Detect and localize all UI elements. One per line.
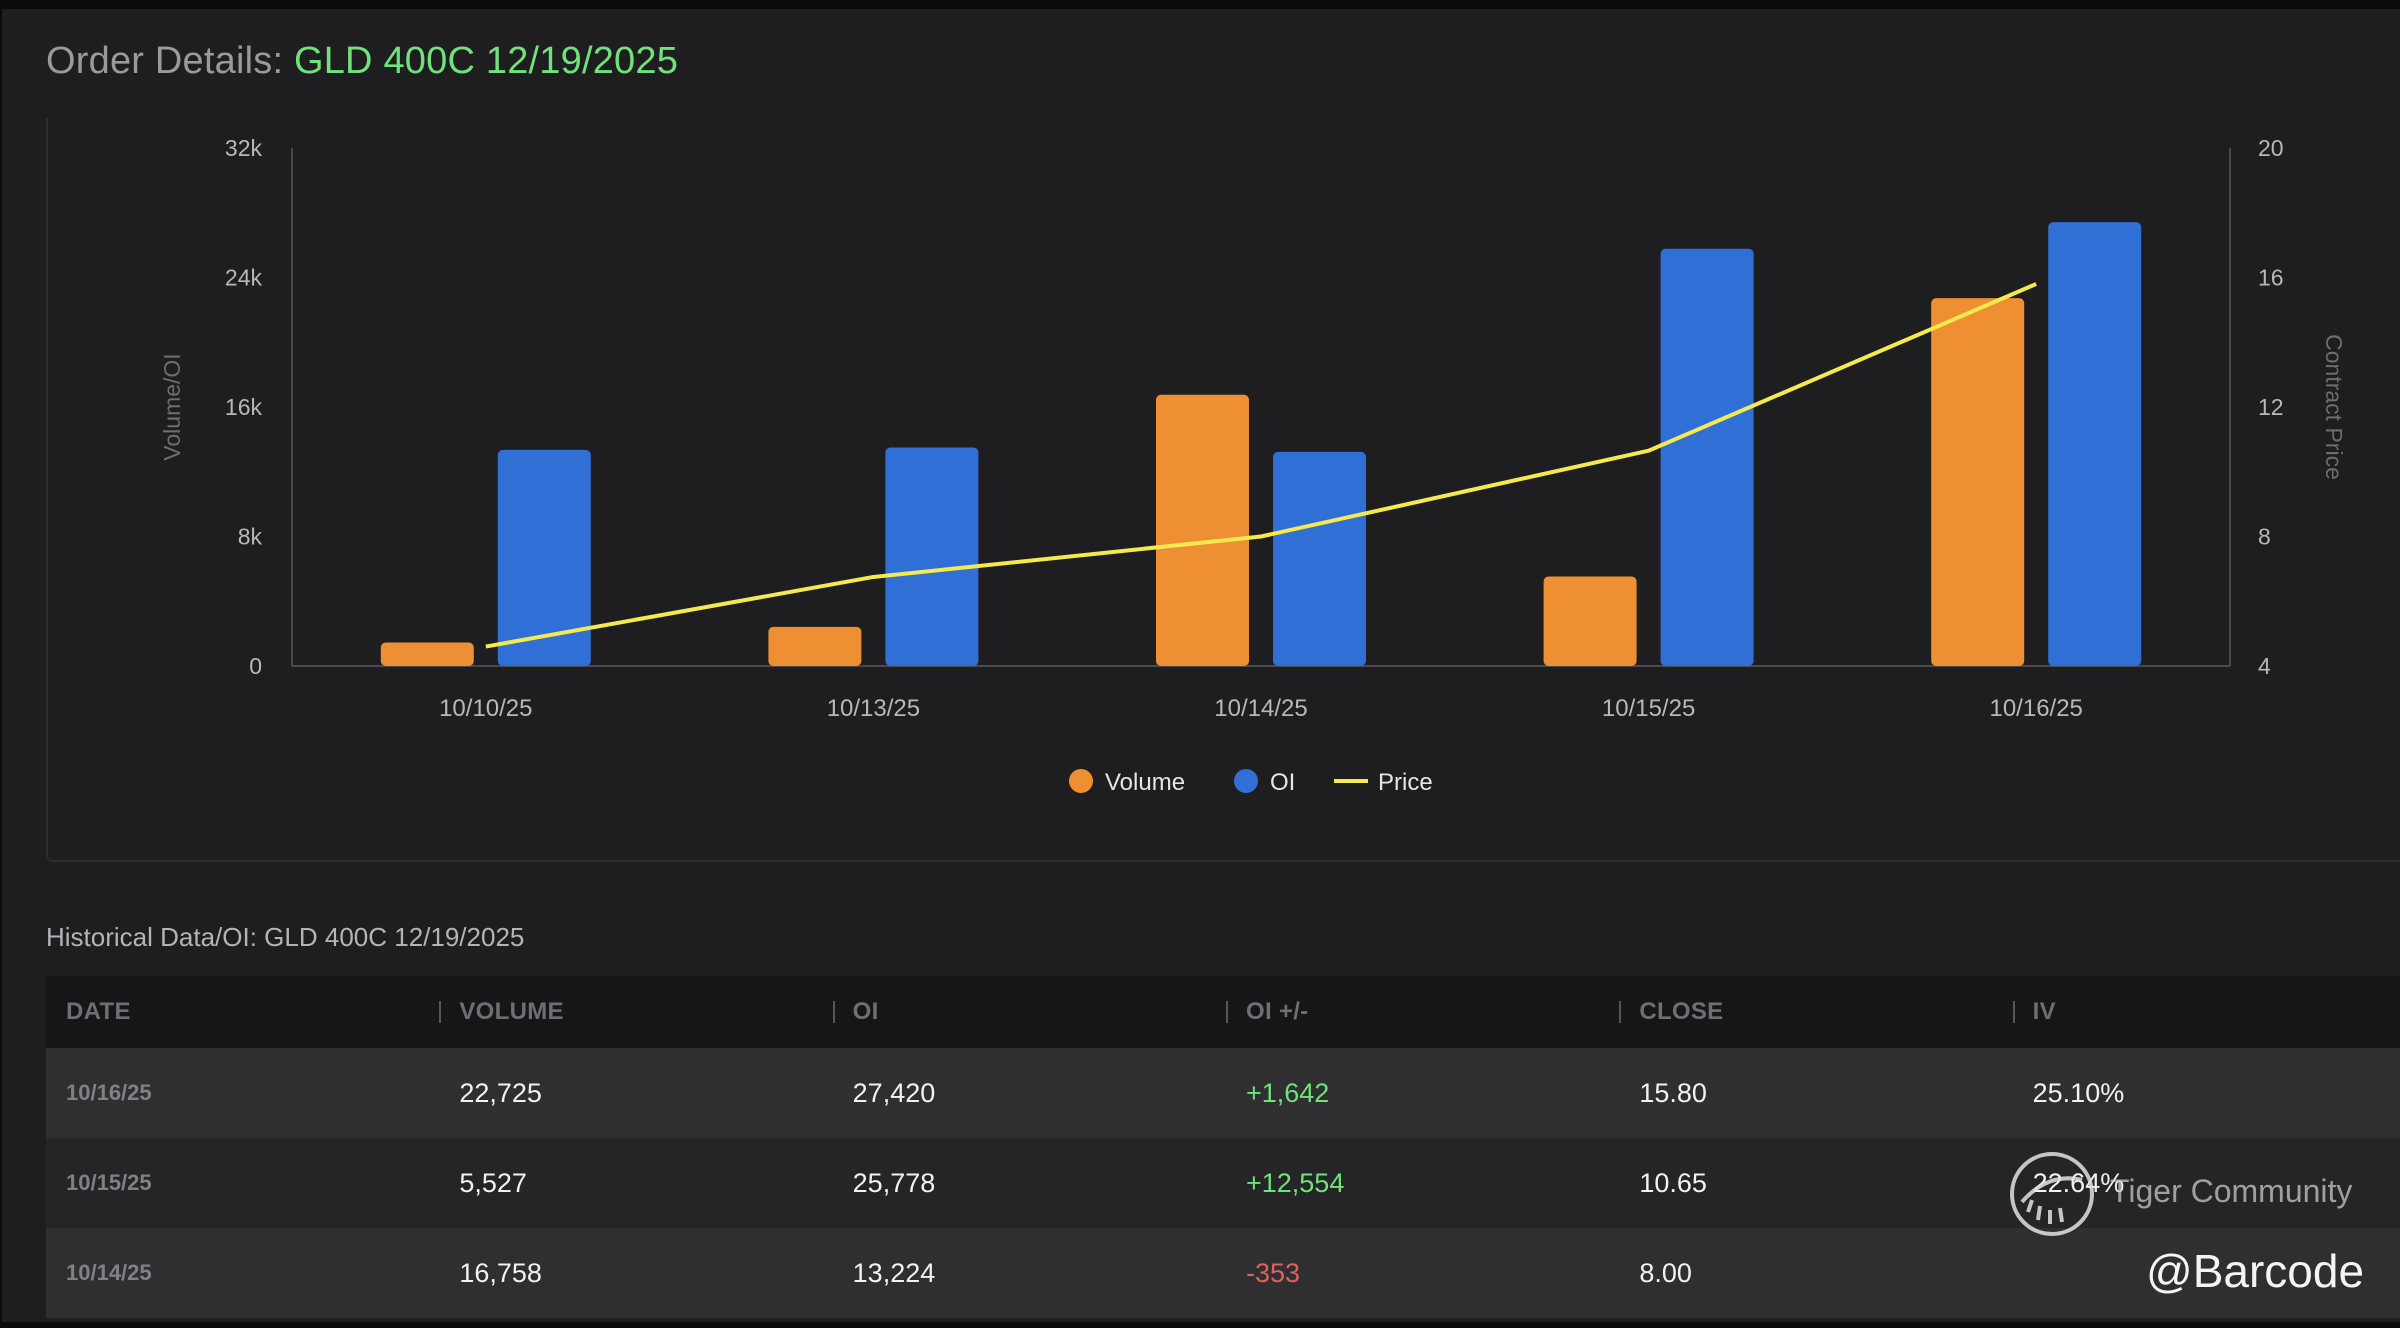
x-tick-label: 10/15/25 (1602, 695, 1695, 722)
cell-close: 15.80 (1639, 1077, 1707, 1108)
x-tick-label: 10/14/25 (1214, 695, 1307, 722)
cell-volume: 22,725 (459, 1077, 542, 1108)
table-row[interactable]: 10/15/25 5,527 25,778 +12,554 10.65 22.6… (46, 1138, 2400, 1228)
volume-bar (768, 626, 862, 666)
column-header-volume[interactable]: VOLUME (439, 998, 832, 1026)
y-tick-label-left: 8k (238, 524, 263, 550)
y-tick-label-left: 0 (249, 653, 262, 679)
oi-bar (885, 447, 979, 666)
y-axis-title-right: Contract Price (2321, 334, 2347, 480)
option-symbol: GLD 400C 12/19/2025 (293, 40, 679, 82)
cell-date: 10/15/25 (66, 1170, 152, 1195)
historical-data-title: Historical Data/OI: GLD 400C 12/19/2025 (46, 922, 525, 952)
column-header-close[interactable]: CLOSE (1619, 998, 2012, 1026)
cell-oi: 13,224 (852, 1257, 936, 1288)
cell-volume: 5,527 (459, 1167, 527, 1198)
cell-close: 8.00 (1639, 1257, 1692, 1288)
chart-panel: 0 8k 16k 24k 32k 4 8 12 16 20 Volume/OI Contract Pr… (46, 118, 2400, 862)
price-line (485, 282, 2037, 649)
oi-bar (497, 449, 591, 666)
column-header-oi[interactable]: OI (832, 998, 1226, 1026)
y-tick-label-right: 20 (2258, 135, 2284, 161)
page-title: Order Details: GLD 400C 12/19/2025 (46, 40, 678, 83)
y-tick-label-left: 16k (225, 394, 263, 420)
cell-oi: 25,778 (852, 1167, 936, 1198)
cell-oi-change: +12,554 (1245, 1167, 1345, 1198)
title-label: Order Details: (46, 40, 284, 82)
oi-bar (2048, 222, 2142, 667)
volume-bar (1543, 576, 1637, 666)
legend-volume-swatch (1069, 769, 1093, 793)
y-tick-label-right: 8 (2258, 524, 2271, 550)
watermark-text: Tiger Community (2110, 1173, 2353, 1209)
volume-bar (1156, 394, 1249, 666)
author-handle: @Barcode (2146, 1245, 2365, 1297)
column-header-date[interactable]: DATE (66, 998, 131, 1025)
historical-data-table: DATE VOLUME OI OI +/- CLOSE IV 10/16/25 … (46, 976, 2400, 1318)
x-tick-label: 10/13/25 (827, 695, 920, 722)
column-header-iv[interactable]: IV (2012, 998, 2400, 1026)
cell-date: 10/14/25 (66, 1260, 152, 1285)
y-tick-label-left: 32k (225, 135, 263, 161)
x-tick-label: 10/16/25 (1989, 695, 2082, 722)
volume-oi-price-chart: 0 8k 16k 24k 32k 4 8 12 16 20 Volume/OI Contract Pr… (159, 135, 2347, 796)
y-tick-label-left: 24k (225, 265, 263, 291)
chart-axes: 0 8k 16k 24k 32k 4 8 12 16 20 Volume/OI Contract Pr… (159, 135, 2347, 722)
volume-bar (1931, 298, 2025, 666)
chart-legend[interactable]: Volume OI Price (1069, 769, 1433, 796)
chart-bars (380, 222, 2142, 667)
legend-oi-label: OI (1270, 769, 1295, 796)
chart-price-line (485, 282, 2037, 649)
cell-oi-change: +1,642 (1245, 1077, 1330, 1108)
legend-volume-label: Volume (1105, 769, 1185, 796)
cell-volume: 16,758 (459, 1257, 542, 1288)
y-tick-label-right: 16 (2258, 265, 2284, 291)
cell-oi-change: -353 (1245, 1257, 1301, 1288)
volume-bar (380, 642, 474, 666)
oi-bar (1660, 248, 1754, 666)
y-tick-label-right: 4 (2258, 653, 2271, 679)
y-tick-label-right: 12 (2258, 394, 2284, 420)
legend-price-label: Price (1378, 769, 1433, 796)
table-row[interactable]: 10/14/25 16,758 13,224 -353 8.00 (46, 1228, 2400, 1318)
tiger-community-logo-icon (2010, 1152, 2094, 1236)
y-axis-title-left: Volume/OI (159, 353, 185, 460)
cell-iv: 25.10% (2032, 1077, 2125, 1108)
table-row[interactable]: 10/16/25 22,725 27,420 +1,642 15.80 25.1… (46, 1048, 2400, 1138)
table-header: DATE VOLUME OI OI +/- CLOSE IV (46, 976, 2400, 1048)
column-header-oi-change[interactable]: OI +/- (1225, 998, 1619, 1026)
oi-bar (1273, 451, 1366, 666)
legend-oi-swatch (1234, 769, 1258, 793)
cell-close: 10.65 (1639, 1167, 1707, 1198)
cell-oi: 27,420 (852, 1077, 936, 1108)
cell-date: 10/16/25 (66, 1080, 152, 1105)
x-tick-label: 10/10/25 (439, 695, 532, 722)
